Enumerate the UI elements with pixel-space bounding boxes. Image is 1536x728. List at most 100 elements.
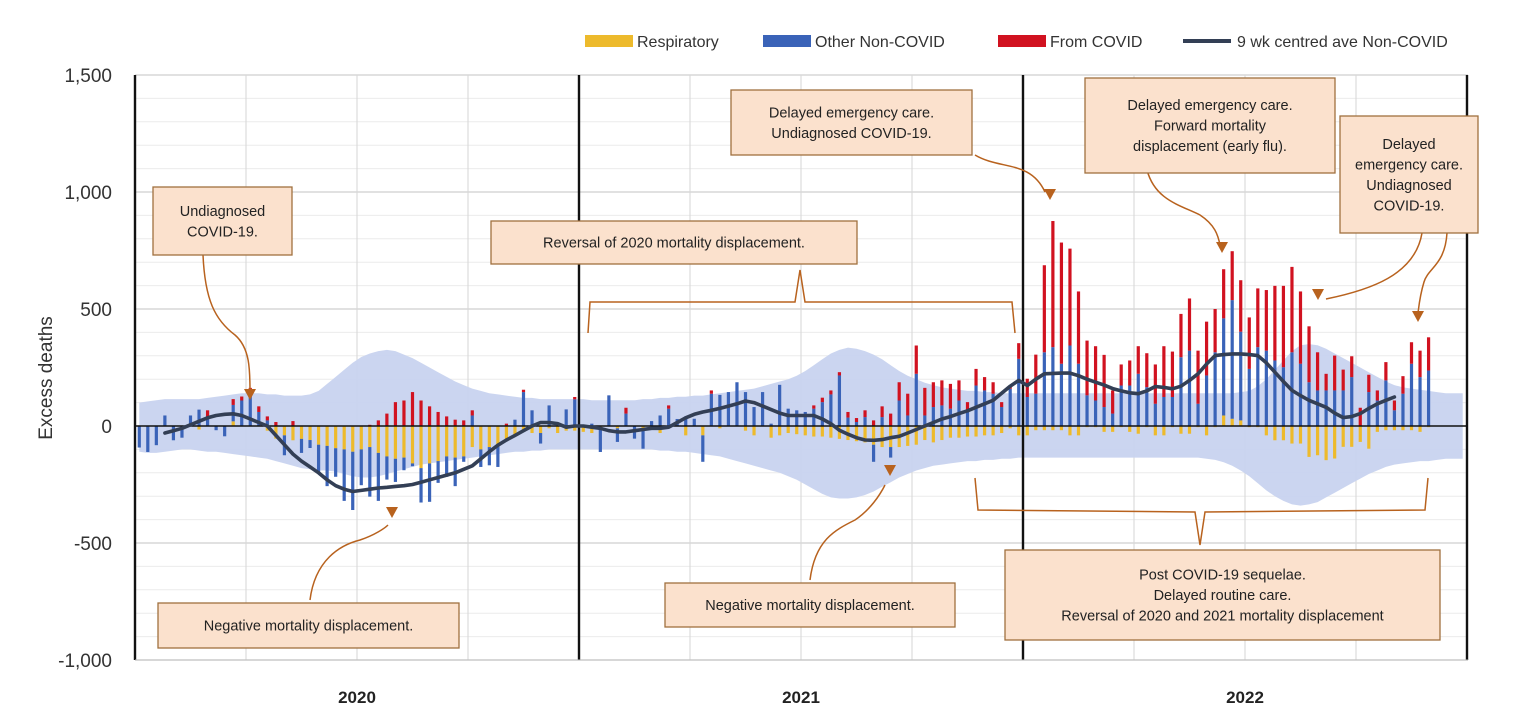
covid-bar: [820, 397, 824, 403]
respiratory-bar: [982, 426, 987, 436]
other-bar: [769, 423, 773, 426]
other-bar: [1145, 387, 1149, 426]
covid-bar: [205, 410, 210, 417]
respiratory-bar: [427, 426, 432, 464]
respiratory-bar: [556, 426, 560, 434]
other-bar: [829, 394, 833, 426]
covid-bar: [393, 402, 398, 426]
annotation-text: COVID-19.: [1374, 198, 1445, 214]
respiratory-bar: [1350, 426, 1354, 447]
year-label: 2021: [782, 688, 820, 707]
respiratory-bar: [581, 426, 585, 432]
legend-label: Respiratory: [637, 34, 719, 51]
respiratory-bar: [1418, 426, 1422, 432]
respiratory-bar: [786, 426, 790, 434]
covid-bar: [419, 400, 423, 426]
annotation-text: Reversal of 2020 mortality displacement.: [543, 236, 805, 252]
y-tick-label: 1,500: [64, 66, 112, 87]
respiratory-bar: [1008, 426, 1012, 429]
covid-bar: [1392, 400, 1397, 411]
respiratory-bar: [291, 426, 295, 441]
annotation-box: [730, 89, 973, 156]
x-axis-year-labels: 2020 2021 2022: [338, 688, 1264, 707]
other-bar: [1264, 350, 1268, 426]
other-bar: [1034, 393, 1038, 426]
respiratory-bar: [1059, 426, 1064, 431]
covid-bar: [1000, 402, 1004, 408]
other-bar: [240, 400, 244, 426]
covid-bar: [410, 392, 415, 426]
arrowhead-icon: [1312, 289, 1324, 300]
other-bar: [889, 447, 893, 458]
other-bar: [906, 415, 910, 426]
covid-bar: [667, 405, 671, 409]
other-bar: [462, 456, 466, 462]
legend-label: 9 wk centred ave Non-COVID: [1237, 34, 1448, 51]
covid-bar: [1213, 309, 1217, 353]
other-bar: [1102, 407, 1106, 426]
other-bar: [393, 458, 398, 482]
other-bar: [1051, 347, 1055, 426]
respiratory-bar: [743, 426, 748, 431]
covid-bar: [974, 368, 978, 386]
annotation-text: displacement (early flu).: [1133, 139, 1287, 155]
arrowhead-icon: [1216, 242, 1228, 253]
annotation-delayed-late-2022: Delayed emergency care. Undiagnosed COVID-1…: [1312, 115, 1479, 322]
covid-bar: [1068, 248, 1072, 346]
other-bar: [1119, 385, 1123, 426]
respiratory-bar: [231, 421, 235, 426]
respiratory-bar: [701, 426, 705, 436]
covid-bar: [521, 389, 526, 393]
covid-bar: [1426, 337, 1431, 371]
covid-bar: [1384, 362, 1388, 381]
other-bar: [564, 409, 568, 426]
covid-bar: [957, 380, 961, 401]
respiratory-bar: [393, 426, 398, 459]
other-bar: [684, 416, 688, 426]
other-bar: [1179, 357, 1183, 426]
other-bar: [1281, 367, 1286, 426]
respiratory-bar: [820, 426, 824, 437]
other-bar: [1093, 400, 1098, 426]
other-bar: [376, 452, 380, 501]
covid-bar: [1307, 326, 1311, 383]
covid-bar: [812, 405, 816, 409]
respiratory-bar: [547, 426, 551, 429]
other-bar: [1307, 382, 1311, 426]
covid-bar: [1401, 376, 1405, 394]
covid-bar: [1111, 390, 1115, 414]
respiratory-bar: [1162, 426, 1166, 436]
covid-bar: [427, 406, 432, 426]
other-bar: [931, 407, 935, 426]
respiratory-bar: [385, 426, 389, 457]
other-bar: [1059, 363, 1064, 426]
other-bar: [1375, 400, 1379, 426]
annotation-connector: [587, 269, 1016, 334]
covid-bar: [1375, 390, 1379, 401]
other-bar: [1315, 390, 1320, 426]
covid-bar: [829, 390, 833, 395]
annotation-box: [664, 582, 956, 628]
covid-bar: [1298, 291, 1303, 364]
annotation-connector: [974, 154, 1046, 193]
covid-bar: [624, 407, 628, 414]
annotations: Undiagnosed COVID-19. Reversal of 2020 mor…: [152, 77, 1479, 649]
respiratory-bar: [931, 426, 935, 443]
other-bar: [410, 463, 415, 467]
covid-bar: [871, 420, 876, 426]
covid-bar: [1256, 288, 1260, 348]
other-bar: [470, 415, 474, 426]
annotation-box: [490, 220, 858, 265]
legend-item-ave: 9 wk centred ave Non-COVID: [1183, 34, 1448, 51]
covid-bar: [1119, 364, 1123, 386]
respiratory-bar: [1017, 426, 1021, 436]
respiratory-bar: [1324, 426, 1328, 461]
respiratory-bar: [1204, 426, 1209, 436]
respiratory-bar: [462, 426, 466, 457]
respiratory-bar: [1042, 426, 1046, 431]
other-bar: [154, 426, 158, 446]
other-bar: [188, 415, 193, 426]
respiratory-bar: [1136, 426, 1140, 434]
respiratory-bar: [1051, 426, 1055, 431]
